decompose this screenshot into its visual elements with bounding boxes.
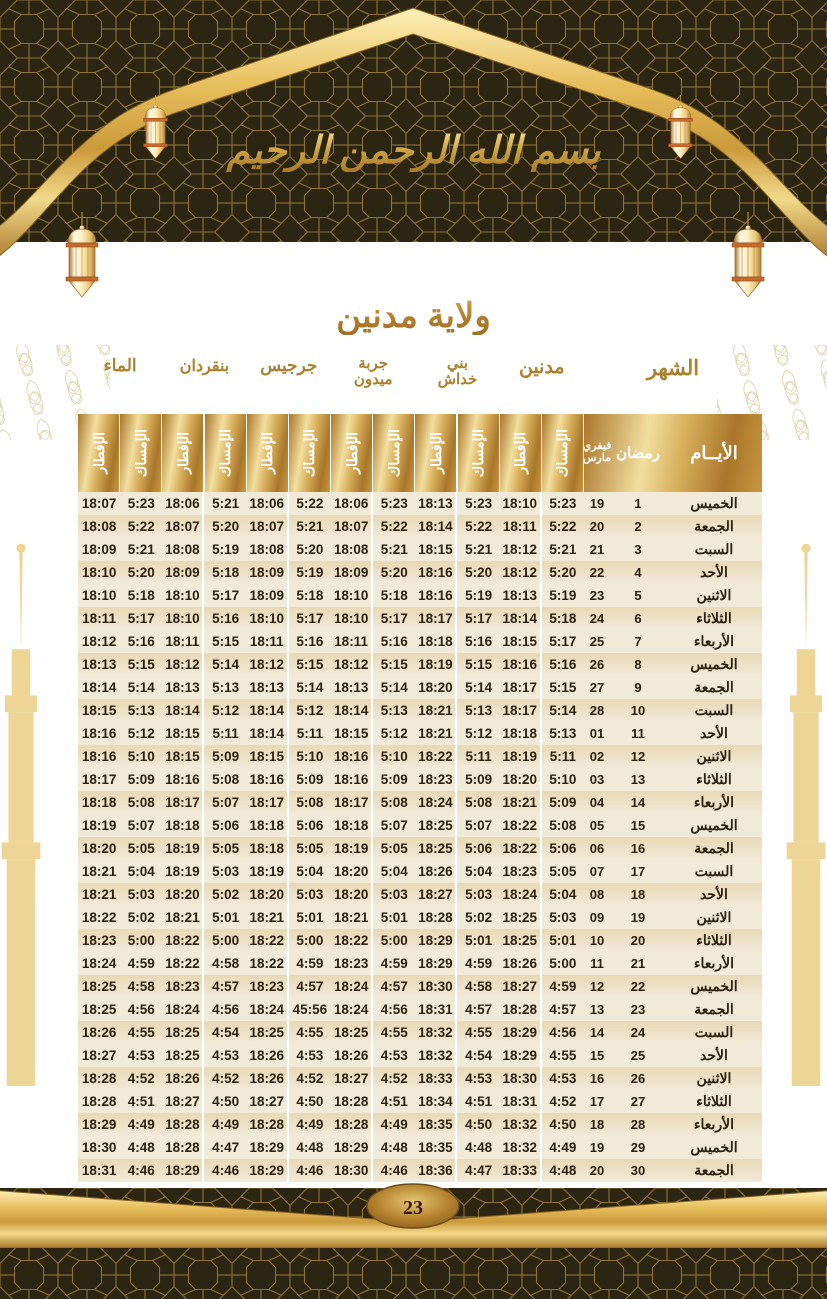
svg-text:23: 23 (403, 1197, 423, 1219)
